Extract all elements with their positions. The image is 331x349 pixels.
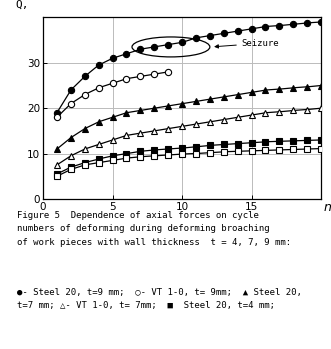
Text: Seizure: Seizure [215,39,279,48]
Text: n: n [324,201,331,214]
Text: Figure 5  Dependence of axial forces on cycle
numbers of deforming during deform: Figure 5 Dependence of axial forces on c… [17,211,291,246]
Text: ●- Steel 20, t=9 mm;  ○- VT 1-0, t= 9mm;  ▲ Steel 20,
t=7 mm; △- VT 1-0, t= 7mm;: ●- Steel 20, t=9 mm; ○- VT 1-0, t= 9mm; … [17,288,302,310]
Text: Q,: Q, [15,0,29,10]
